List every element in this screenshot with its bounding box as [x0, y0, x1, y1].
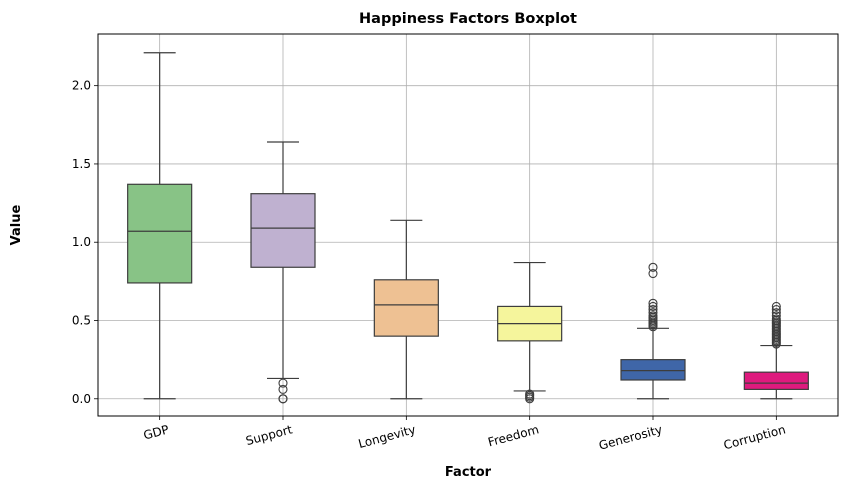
iqr-box [250, 193, 316, 268]
outlier-point [648, 308, 658, 318]
x-tick-label: Corruption [722, 422, 787, 452]
outlier-point [525, 389, 535, 399]
outlier-point [648, 262, 658, 272]
box-gdp [127, 52, 193, 400]
box-longevity [373, 219, 439, 400]
x-tick-label: Generosity [597, 422, 663, 452]
outlier-point [771, 314, 781, 324]
outlier-point [648, 301, 658, 311]
outlier-point [771, 304, 781, 315]
iqr-box [743, 371, 809, 390]
x-axis-title: Factor [445, 465, 492, 480]
y-tick-label: 1.5 [72, 157, 91, 171]
y-axis-title: Value [9, 204, 24, 245]
outlier-point [648, 268, 658, 279]
y-tick-label: 0.0 [72, 392, 91, 406]
box-support [250, 141, 316, 404]
y-tick-label: 1.0 [72, 235, 91, 249]
outlier-point [278, 394, 288, 404]
box-layer [127, 52, 809, 404]
y-tick-label: 0.5 [72, 314, 91, 328]
x-tick-label: Freedom [486, 422, 540, 449]
outlier-point [278, 378, 288, 388]
box-corruption [743, 301, 809, 400]
outlier-point [771, 301, 781, 311]
box-generosity [620, 262, 686, 400]
x-tick-label: GDP [142, 422, 171, 442]
outlier-point [648, 298, 658, 308]
iqr-box [127, 183, 193, 284]
outlier-point [648, 304, 658, 315]
box-freedom [497, 261, 563, 404]
x-tick-label: Support [244, 422, 294, 448]
iqr-box [373, 279, 439, 337]
outlier-point [771, 311, 781, 321]
x-tick-label: Longevity [357, 422, 417, 451]
outlier-point [771, 308, 781, 318]
outlier-point [278, 384, 288, 394]
grid-layer [98, 34, 838, 416]
outlier-point [648, 311, 658, 321]
y-tick-label: 2.0 [72, 79, 91, 93]
iqr-box [620, 359, 686, 381]
plot-frame [97, 33, 839, 417]
chart-title: Happiness Factors Boxplot [359, 11, 577, 27]
